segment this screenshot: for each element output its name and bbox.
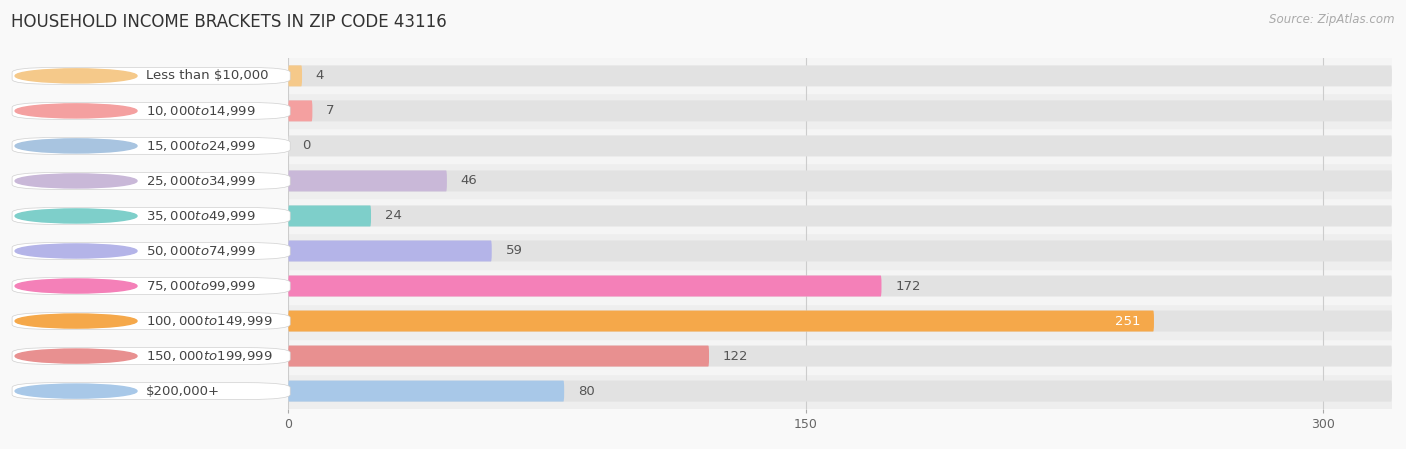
- FancyBboxPatch shape: [288, 381, 1392, 401]
- Bar: [0, 198, 1406, 233]
- Text: 80: 80: [578, 385, 595, 397]
- Text: Less than $10,000: Less than $10,000: [146, 70, 269, 82]
- Text: $75,000 to $99,999: $75,000 to $99,999: [146, 279, 256, 293]
- FancyBboxPatch shape: [288, 346, 1392, 366]
- Circle shape: [15, 349, 136, 363]
- FancyBboxPatch shape: [288, 206, 371, 226]
- FancyBboxPatch shape: [288, 101, 312, 121]
- FancyBboxPatch shape: [288, 311, 1154, 331]
- FancyBboxPatch shape: [288, 66, 1392, 86]
- Text: $100,000 to $149,999: $100,000 to $149,999: [146, 314, 273, 328]
- Text: 59: 59: [506, 245, 523, 257]
- FancyBboxPatch shape: [13, 348, 290, 365]
- FancyBboxPatch shape: [13, 67, 290, 84]
- Bar: [0, 128, 1406, 163]
- FancyBboxPatch shape: [288, 276, 882, 296]
- Bar: [0, 93, 1406, 128]
- Circle shape: [15, 384, 136, 398]
- Text: 4: 4: [316, 70, 325, 82]
- Circle shape: [15, 209, 136, 223]
- FancyBboxPatch shape: [288, 136, 1392, 156]
- Circle shape: [15, 69, 136, 83]
- Text: $50,000 to $74,999: $50,000 to $74,999: [146, 244, 256, 258]
- Text: $150,000 to $199,999: $150,000 to $199,999: [146, 349, 273, 363]
- Circle shape: [15, 244, 136, 258]
- Text: 24: 24: [385, 210, 402, 222]
- Circle shape: [15, 279, 136, 293]
- Circle shape: [15, 314, 136, 328]
- Text: $15,000 to $24,999: $15,000 to $24,999: [146, 139, 256, 153]
- Text: 172: 172: [896, 280, 921, 292]
- FancyBboxPatch shape: [288, 101, 1392, 121]
- FancyBboxPatch shape: [288, 241, 492, 261]
- FancyBboxPatch shape: [288, 381, 564, 401]
- FancyBboxPatch shape: [13, 242, 290, 260]
- Bar: [0, 233, 1406, 269]
- FancyBboxPatch shape: [288, 311, 1392, 331]
- Text: 251: 251: [1115, 315, 1140, 327]
- Text: $25,000 to $34,999: $25,000 to $34,999: [146, 174, 256, 188]
- FancyBboxPatch shape: [288, 171, 447, 191]
- FancyBboxPatch shape: [288, 171, 1392, 191]
- FancyBboxPatch shape: [13, 207, 290, 224]
- FancyBboxPatch shape: [13, 172, 290, 189]
- Text: HOUSEHOLD INCOME BRACKETS IN ZIP CODE 43116: HOUSEHOLD INCOME BRACKETS IN ZIP CODE 43…: [11, 13, 447, 31]
- Bar: [0, 339, 1406, 374]
- Text: 0: 0: [302, 140, 311, 152]
- FancyBboxPatch shape: [288, 346, 709, 366]
- Circle shape: [15, 174, 136, 188]
- Bar: [0, 304, 1406, 339]
- FancyBboxPatch shape: [13, 137, 290, 154]
- FancyBboxPatch shape: [13, 383, 290, 400]
- FancyBboxPatch shape: [13, 277, 290, 295]
- Bar: [0, 374, 1406, 409]
- FancyBboxPatch shape: [13, 102, 290, 119]
- Text: $200,000+: $200,000+: [146, 385, 221, 397]
- Circle shape: [15, 104, 136, 118]
- Text: 7: 7: [326, 105, 335, 117]
- Bar: [0, 269, 1406, 304]
- Bar: [0, 58, 1406, 93]
- Circle shape: [15, 139, 136, 153]
- Bar: [0, 163, 1406, 198]
- FancyBboxPatch shape: [288, 241, 1392, 261]
- Text: $10,000 to $14,999: $10,000 to $14,999: [146, 104, 256, 118]
- FancyBboxPatch shape: [13, 313, 290, 330]
- FancyBboxPatch shape: [288, 206, 1392, 226]
- Text: 122: 122: [723, 350, 748, 362]
- FancyBboxPatch shape: [288, 66, 302, 86]
- Text: Source: ZipAtlas.com: Source: ZipAtlas.com: [1270, 13, 1395, 26]
- Text: 46: 46: [461, 175, 478, 187]
- Text: $35,000 to $49,999: $35,000 to $49,999: [146, 209, 256, 223]
- FancyBboxPatch shape: [288, 276, 1392, 296]
